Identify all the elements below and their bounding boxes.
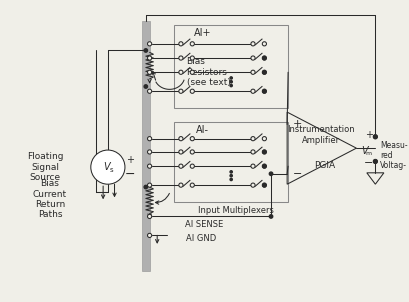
Circle shape <box>269 215 273 218</box>
Circle shape <box>148 164 152 168</box>
Text: −: − <box>293 169 302 179</box>
Circle shape <box>251 164 255 168</box>
Text: s: s <box>109 167 113 173</box>
Circle shape <box>179 89 183 93</box>
Circle shape <box>179 42 183 46</box>
Circle shape <box>263 183 266 187</box>
Circle shape <box>190 70 194 74</box>
Circle shape <box>144 49 148 52</box>
Circle shape <box>230 77 232 79</box>
Circle shape <box>251 70 255 74</box>
Circle shape <box>230 85 232 87</box>
Circle shape <box>230 171 232 173</box>
Circle shape <box>263 89 266 93</box>
Text: Input Multiplexers: Input Multiplexers <box>198 206 274 215</box>
Circle shape <box>269 172 273 175</box>
Circle shape <box>190 89 194 93</box>
Circle shape <box>148 214 152 219</box>
Circle shape <box>251 42 255 46</box>
Circle shape <box>190 42 194 46</box>
Circle shape <box>179 56 183 60</box>
Circle shape <box>179 164 183 168</box>
Circle shape <box>148 137 152 141</box>
Circle shape <box>144 185 148 189</box>
Circle shape <box>262 56 267 60</box>
Circle shape <box>179 150 183 154</box>
Circle shape <box>148 183 152 187</box>
Bar <box>174 122 288 202</box>
Circle shape <box>91 150 125 184</box>
Text: AI SENSE: AI SENSE <box>186 220 224 229</box>
Text: +: + <box>126 156 134 165</box>
Circle shape <box>148 233 152 237</box>
Circle shape <box>263 71 266 74</box>
Circle shape <box>179 183 183 187</box>
Text: Bias
Resistors
(see text): Bias Resistors (see text) <box>187 57 231 87</box>
Text: AI+: AI+ <box>194 28 211 38</box>
Circle shape <box>262 137 267 141</box>
Circle shape <box>230 81 232 83</box>
Circle shape <box>262 89 267 93</box>
Text: −: − <box>124 168 135 181</box>
Text: Measu-
red
Voltag-: Measu- red Voltag- <box>380 140 408 170</box>
Circle shape <box>251 137 255 141</box>
Text: Instrumentation
Amplifier: Instrumentation Amplifier <box>288 125 355 145</box>
Circle shape <box>251 56 255 60</box>
Circle shape <box>374 135 377 139</box>
Circle shape <box>251 89 255 93</box>
Circle shape <box>263 56 266 60</box>
Circle shape <box>230 178 232 181</box>
Bar <box>174 25 288 108</box>
Circle shape <box>373 159 378 163</box>
Circle shape <box>144 85 148 88</box>
Circle shape <box>148 150 152 154</box>
Text: m: m <box>366 151 372 156</box>
Circle shape <box>179 70 183 74</box>
Bar <box>142 21 150 271</box>
Circle shape <box>190 164 194 168</box>
Circle shape <box>230 175 232 177</box>
Circle shape <box>190 137 194 141</box>
Text: Floating
Signal
Source: Floating Signal Source <box>27 152 63 182</box>
Text: +: + <box>293 120 302 130</box>
Circle shape <box>148 70 152 74</box>
Circle shape <box>251 150 255 154</box>
Circle shape <box>190 183 194 187</box>
Circle shape <box>251 183 255 187</box>
Text: V: V <box>362 146 368 156</box>
Text: V: V <box>103 162 110 172</box>
Text: PGIA: PGIA <box>315 161 336 170</box>
Circle shape <box>190 150 194 154</box>
Circle shape <box>148 89 152 93</box>
Text: AI-: AI- <box>196 125 209 135</box>
Text: −: − <box>364 158 373 168</box>
Circle shape <box>179 137 183 141</box>
Circle shape <box>262 150 267 154</box>
Circle shape <box>148 42 152 46</box>
Circle shape <box>262 164 267 168</box>
Circle shape <box>263 165 266 168</box>
Circle shape <box>148 56 152 60</box>
Circle shape <box>262 70 267 74</box>
Text: Bias
Current
Return
Paths: Bias Current Return Paths <box>33 179 67 220</box>
Circle shape <box>262 42 267 46</box>
Text: AI GND: AI GND <box>186 234 216 243</box>
Circle shape <box>262 183 267 187</box>
Circle shape <box>190 56 194 60</box>
Circle shape <box>373 135 378 139</box>
Circle shape <box>374 160 377 163</box>
Circle shape <box>263 150 266 154</box>
Text: +: + <box>365 130 373 140</box>
